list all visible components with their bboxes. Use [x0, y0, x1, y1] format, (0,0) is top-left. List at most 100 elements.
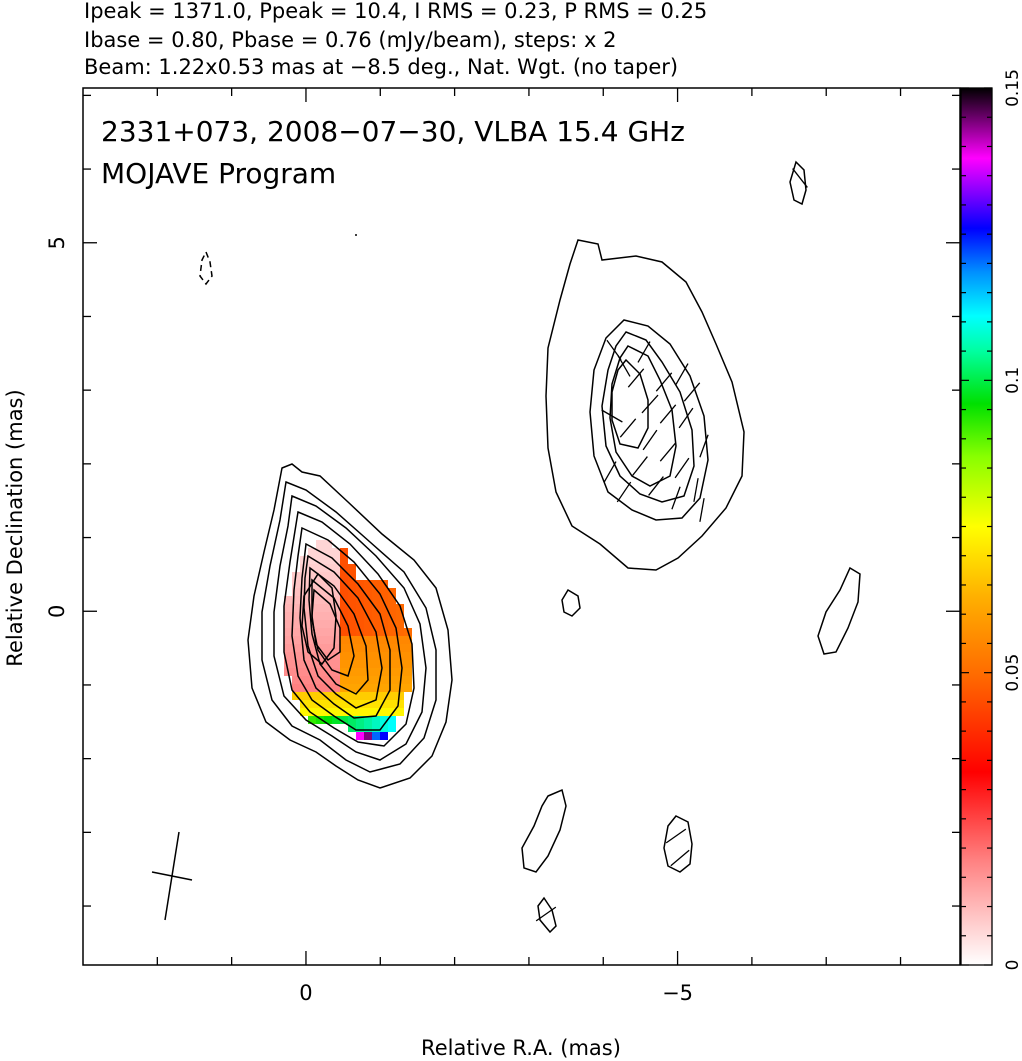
evpa-tick — [699, 434, 709, 458]
evpa-tick — [693, 478, 699, 502]
blob-contour-1 — [561, 588, 581, 617]
core-contour-11 — [301, 572, 337, 666]
polarization-pixel — [332, 564, 340, 572]
core-contour-4 — [283, 510, 415, 747]
polarization-pixel — [364, 684, 372, 692]
polarization-pixel — [340, 620, 348, 628]
polarization-pixel — [340, 588, 348, 596]
evpa-tick — [659, 442, 677, 462]
polarization-pixel — [380, 644, 388, 652]
polarization-pixel — [340, 636, 348, 644]
core-contour-6 — [299, 542, 391, 719]
polarization-pixel — [380, 620, 388, 628]
polarization-pixel — [284, 628, 292, 636]
evpa-tick — [665, 828, 687, 844]
axis-ticks — [83, 88, 960, 965]
polarization-pixel — [316, 628, 324, 636]
polarization-pixel — [308, 668, 316, 676]
blob-contour-3 — [537, 896, 557, 934]
polarization-pixel — [404, 652, 412, 660]
polarization-pixel — [284, 620, 292, 628]
polarization-pixel — [324, 684, 332, 692]
polarization-pixel — [324, 716, 332, 724]
polarization-pixel — [292, 604, 300, 612]
polarization-pixel — [340, 716, 348, 724]
polarization-pixel — [356, 612, 364, 620]
polarization-pixel — [340, 692, 348, 700]
polarization-pixel — [284, 652, 292, 660]
polarization-pixel — [380, 724, 388, 732]
polarization-pixel — [332, 604, 340, 612]
polarization-pixel — [308, 556, 316, 564]
colorbar-label-0: 0 — [1003, 960, 1022, 971]
polarization-pixel — [380, 660, 388, 668]
polarization-pixel — [380, 612, 388, 620]
polarization-pixel — [348, 652, 356, 660]
polarization-pixel — [308, 572, 316, 580]
polarization-pixel — [340, 556, 348, 564]
polarization-pixel — [348, 668, 356, 676]
polarization-pixel — [396, 612, 404, 620]
polarization-pixel — [324, 668, 332, 676]
polarization-pixel — [300, 692, 308, 700]
polarization-pixel — [356, 588, 364, 596]
polarization-pixel — [308, 692, 316, 700]
evpa-tick — [671, 486, 681, 510]
polarization-pixel — [348, 708, 356, 716]
polarization-pixel — [284, 596, 292, 604]
polarization-pixel — [364, 580, 372, 588]
polarization-pixel — [404, 644, 412, 652]
polarization-pixel — [332, 716, 340, 724]
polarization-pixel — [348, 716, 356, 724]
evpa-tick — [678, 407, 694, 429]
polarization-pixel — [324, 548, 332, 556]
polarization-pixel — [348, 612, 356, 620]
jet-contour-1 — [545, 239, 745, 571]
polarization-pixel — [308, 636, 316, 644]
polarization-pixel — [316, 556, 324, 564]
polarization-pixel — [308, 644, 316, 652]
polarization-pixel — [380, 684, 388, 692]
polarization-pixel — [292, 628, 300, 636]
polarization-pixel — [284, 636, 292, 644]
polarization-pixel — [404, 676, 412, 684]
polarization-pixel — [316, 684, 324, 692]
polarization-pixel — [380, 700, 388, 708]
polarization-pixel — [356, 580, 364, 588]
evpa-tick — [619, 418, 637, 438]
polarization-pixel — [348, 572, 356, 580]
polarization-pixel — [340, 628, 348, 636]
polarization-pixel — [380, 604, 388, 612]
polarization-pixel — [300, 620, 308, 628]
evpa-tick — [601, 409, 623, 423]
polarization-pixel — [308, 620, 316, 628]
polarization-pixel — [380, 692, 388, 700]
jet-contour-4 — [609, 345, 677, 487]
polarization-pixel — [356, 692, 364, 700]
polarization-pixel — [324, 572, 332, 580]
colorbar-label-1: 0.05 — [1003, 654, 1022, 692]
polarization-pixel — [404, 684, 412, 692]
polarization-pixel — [372, 612, 380, 620]
polarization-pixel — [372, 716, 380, 724]
polarization-pixel — [348, 604, 356, 612]
polarization-pixel — [348, 676, 356, 684]
polarization-pixel — [388, 716, 396, 724]
polarization-pixel — [372, 684, 380, 692]
polarization-pixel — [380, 732, 388, 740]
header-line-1: Ipeak = 1371.0, Ppeak = 10.4, I RMS = 0.… — [84, 0, 707, 23]
polarization-pixel — [316, 708, 324, 716]
polarization-pixel — [348, 636, 356, 644]
header-line-3: Beam: 1.22x0.53 mas at −8.5 deg., Nat. W… — [84, 55, 678, 79]
polarization-pixel — [356, 716, 364, 724]
polarization-pixel — [388, 668, 396, 676]
polarization-pixel — [332, 580, 340, 588]
polarization-pixel — [332, 636, 340, 644]
polarization-pixel — [316, 604, 324, 612]
polarization-pixel — [340, 612, 348, 620]
evpa-tick — [603, 461, 617, 483]
header-line-2: Ibase = 0.80, Pbase = 0.76 (mJy/beam), s… — [84, 28, 616, 52]
blob-contour-5 — [817, 566, 861, 655]
polarization-pixel — [340, 660, 348, 668]
